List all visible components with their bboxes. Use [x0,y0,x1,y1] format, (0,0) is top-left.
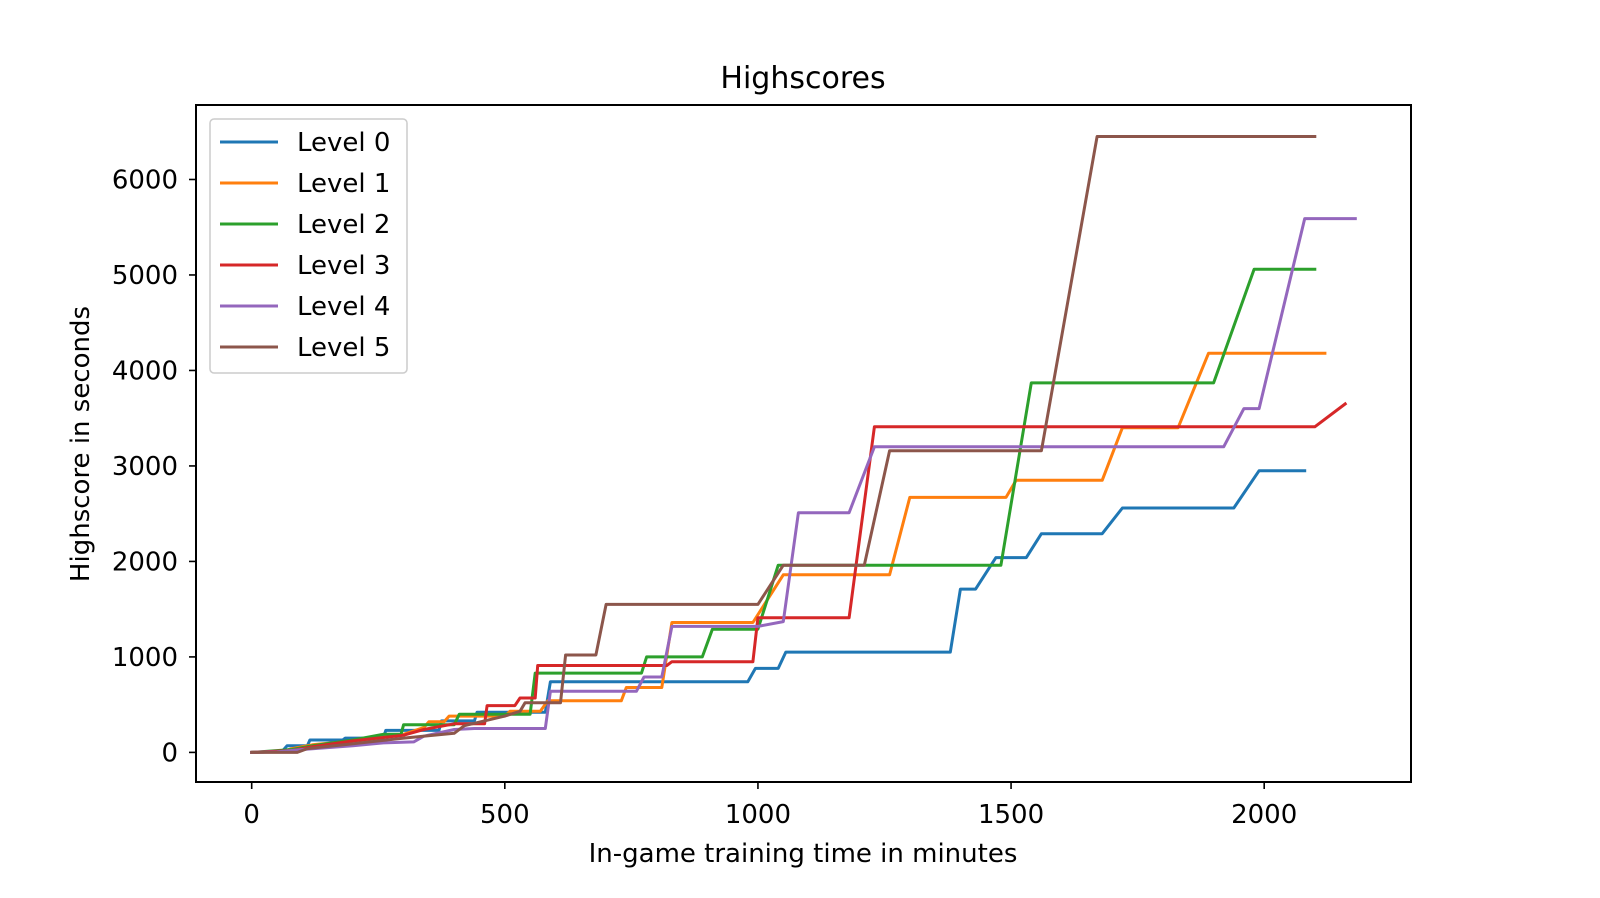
x-tick-label: 0 [243,800,260,830]
legend-label: Level 0 [297,128,390,158]
legend-label: Level 2 [297,210,390,240]
y-axis-label: Highscore in seconds [66,306,96,582]
y-tick-label: 0 [161,738,178,768]
y-tick-label: 1000 [112,643,178,673]
plot-lines [250,135,1357,755]
legend-label: Level 3 [297,251,390,281]
series-line-level-1 [250,351,1327,754]
x-tick-label: 1500 [978,800,1044,830]
x-axis-label: In-game training time in minutes [589,839,1018,869]
series-line-level-3 [250,401,1348,754]
y-tick-label: 3000 [112,452,178,482]
legend-label: Level 1 [297,169,390,199]
series-line-level-5 [250,135,1317,754]
series-line-level-2 [250,267,1317,755]
legend-label: Level 5 [297,333,390,363]
y-tick-label: 5000 [112,261,178,291]
series-line-level-4 [250,217,1357,754]
y-axis: 0 1000 2000 3000 4000 5000 6000 [112,165,196,768]
x-tick-label: 500 [480,800,530,830]
chart-title: Highscores [720,61,885,96]
x-tick-label: 1000 [725,800,791,830]
y-tick-label: 6000 [112,165,178,195]
x-axis: 0 500 1000 1500 2000 [243,782,1297,830]
series-line-level-0 [250,469,1307,754]
y-tick-label: 4000 [112,356,178,386]
x-tick-label: 2000 [1231,800,1297,830]
legend-label: Level 4 [297,292,390,322]
y-tick-label: 2000 [112,547,178,577]
plot-frame [195,104,1412,783]
legend: Level 0 Level 1 Level 2 Level 3 Level 4 Level… [209,118,408,374]
